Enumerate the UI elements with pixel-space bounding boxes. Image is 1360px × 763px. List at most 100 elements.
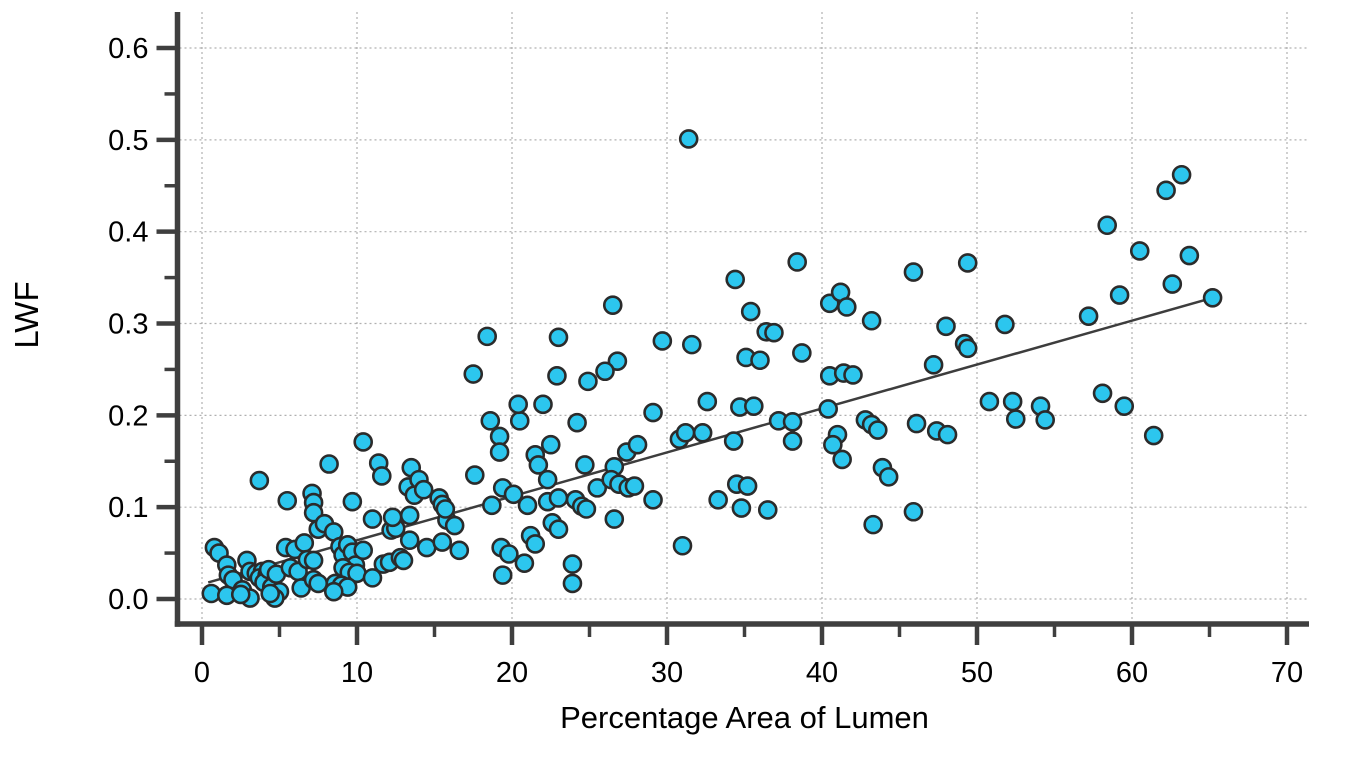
data-point [1092, 383, 1113, 404]
data-point [432, 532, 453, 552]
data-point [533, 394, 553, 415]
data-point [595, 361, 615, 382]
data-point [463, 364, 484, 384]
data-point [863, 514, 883, 535]
y-tick-label: 0.0 [108, 584, 148, 616]
data-point [540, 434, 561, 455]
data-point [578, 371, 598, 392]
x-tick-label: 10 [341, 657, 373, 689]
data-point [548, 519, 569, 540]
axes: 0 10 20 30 40 50 60 70 0.0 0.1 0.2 0.3 0.4 0.5 0.6 [108, 12, 1309, 689]
data-point [604, 509, 625, 529]
data-point [836, 297, 857, 317]
data-point [607, 351, 628, 371]
y-tick-label: 0.4 [108, 217, 148, 249]
data-point [692, 422, 713, 443]
data-point [413, 479, 434, 500]
data-point [277, 490, 298, 511]
data-point [537, 469, 558, 490]
data-point [1171, 164, 1192, 185]
data-point [906, 413, 927, 434]
y-tick-label: 0.6 [108, 33, 148, 65]
data-point [399, 505, 420, 526]
data-point [508, 394, 529, 415]
data-point [764, 322, 784, 343]
data-point [627, 434, 648, 455]
data-point [249, 470, 270, 491]
data-point [832, 449, 852, 470]
data-point [936, 316, 956, 337]
data-point [362, 568, 383, 588]
data-point [562, 573, 583, 594]
data-point [567, 412, 587, 433]
data-point [1109, 285, 1130, 305]
data-point [1114, 396, 1135, 416]
data-point [957, 253, 978, 273]
data-point [602, 295, 623, 315]
data-point [697, 391, 718, 412]
data-point [903, 262, 924, 282]
data-point [499, 544, 519, 564]
data-point [708, 490, 728, 510]
data-point [492, 565, 513, 585]
trend-line [207, 296, 1213, 584]
data-point [517, 495, 538, 516]
data-point [737, 476, 758, 496]
data-point [823, 434, 843, 455]
data-point [624, 476, 645, 496]
data-point [294, 533, 315, 553]
data-point [995, 314, 1015, 335]
data-point [362, 509, 383, 529]
data-point [562, 554, 583, 574]
data-point [782, 431, 803, 451]
data-point [652, 331, 673, 351]
x-tick-label: 0 [194, 657, 210, 689]
data-point [482, 495, 502, 516]
x-tick-label: 70 [1271, 657, 1303, 689]
data-point [750, 350, 770, 371]
data-point [740, 301, 761, 322]
data-point [937, 424, 958, 445]
data-point [393, 550, 414, 571]
data-point [464, 465, 485, 485]
data-point [731, 498, 752, 518]
data-point [353, 432, 374, 452]
data-point [923, 355, 944, 375]
data-point [382, 507, 403, 528]
data-point [489, 442, 510, 462]
x-tick-label: 50 [961, 657, 993, 689]
data-point [308, 573, 329, 594]
x-tick-label: 40 [806, 657, 838, 689]
data-point [444, 515, 465, 536]
data-point [449, 540, 470, 561]
y-tick-label: 0.3 [108, 309, 148, 341]
data-point [575, 455, 595, 475]
data-point [1097, 215, 1117, 236]
data-point [480, 411, 501, 431]
data-point [675, 422, 696, 443]
x-tick-label: 20 [496, 657, 528, 689]
y-tick-label: 0.2 [108, 400, 148, 432]
data-point [878, 467, 899, 487]
y-axis-title: LWF [8, 281, 45, 348]
data-point [979, 391, 1000, 412]
data-point [903, 501, 924, 522]
y-tick-label: 0.5 [108, 125, 148, 157]
data-point [792, 343, 812, 363]
data-point [643, 490, 663, 510]
data-point [576, 499, 597, 519]
data-point [787, 252, 808, 272]
data-point [260, 583, 281, 604]
data-point [477, 326, 498, 347]
data-point [678, 129, 699, 149]
data-point [1002, 391, 1023, 412]
data-point [1005, 409, 1026, 429]
data-point [843, 365, 863, 385]
data-point [725, 269, 746, 290]
data-point [1162, 274, 1183, 294]
data-point [303, 550, 324, 571]
data-point [547, 366, 567, 386]
data-point [1129, 241, 1150, 261]
x-tick-label: 30 [651, 657, 683, 689]
